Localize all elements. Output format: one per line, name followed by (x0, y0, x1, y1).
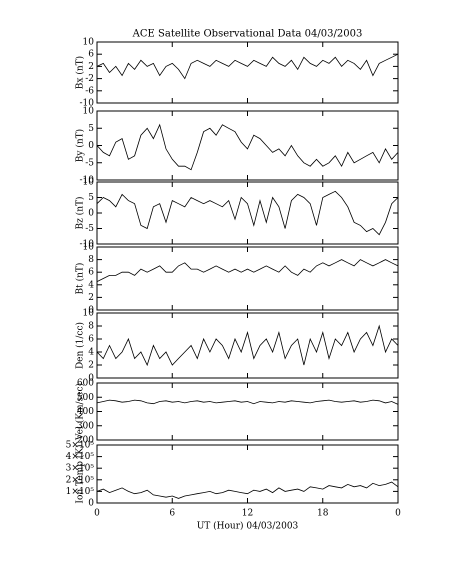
panel-frame (96, 312, 399, 379)
x-tick-label: 0 (395, 509, 401, 519)
y-tick-label: 4 (88, 348, 94, 358)
x-tick-label: 12 (242, 509, 253, 519)
y-tick-label: 0 (88, 209, 94, 219)
y-tick-label: 500 (77, 393, 94, 403)
y-tick-label: 4×10⁵ (66, 452, 95, 462)
data-line (96, 190, 399, 236)
chart-title: ACE Satellite Observational Data 04/03/2… (132, 29, 363, 40)
panel-frame (96, 444, 399, 504)
y-tick-label: 6 (88, 50, 94, 60)
y-tick-label: 2 (88, 62, 94, 72)
y-axis-label: By (nT) (75, 129, 86, 162)
x-axis-label: UT (Hour) 04/03/2003 (197, 521, 299, 532)
y-axis-label: Bz (nT) (75, 196, 86, 229)
y-tick-label: 200 (77, 436, 94, 446)
y-tick-label: -6 (85, 86, 94, 96)
x-tick-label: 0 (94, 509, 100, 519)
y-tick-label: 5×10⁵ (66, 441, 95, 451)
y-tick-label: 10 (83, 107, 95, 117)
y-tick-label: -10 (80, 240, 95, 250)
y-axis-label: Ion Temp (K) (75, 444, 86, 503)
x-tick-label: 18 (317, 509, 329, 519)
y-tick-label: 8 (88, 322, 94, 332)
y-tick-label: 300 (77, 421, 94, 431)
data-line (96, 53, 399, 80)
y-tick-label: -2 (85, 74, 94, 84)
y-tick-label: 2×10⁵ (66, 475, 95, 485)
y-tick-label: 0 (88, 141, 94, 151)
y-tick-label: 10 (83, 38, 95, 48)
y-tick-label: 0 (88, 499, 94, 509)
y-tick-label: 6 (88, 335, 94, 345)
y-tick-label: 8 (88, 255, 94, 265)
y-axis-label: Bx (nT) (75, 56, 86, 89)
data-line (96, 324, 399, 367)
panel-frame (96, 181, 399, 245)
y-tick-label: 3×10⁵ (66, 464, 95, 474)
y-tick-label: 400 (77, 407, 94, 417)
y-tick-label: -10 (80, 99, 95, 109)
data-line (96, 259, 399, 282)
panel-frame (96, 246, 399, 311)
y-axis-label: Den (1/cc) (75, 322, 86, 369)
y-tick-label: 5 (88, 193, 94, 203)
y-tick-label: 2 (88, 361, 94, 371)
y-tick-label: 600 (77, 379, 94, 389)
y-tick-label: 10 (83, 243, 95, 253)
y-tick-label: -10 (80, 176, 95, 186)
data-line (96, 399, 399, 405)
panel-frame (96, 382, 399, 441)
panel-frame (96, 41, 399, 104)
y-tick-label: 0 (88, 374, 94, 384)
data-line (96, 123, 399, 171)
panel-frame (96, 110, 399, 181)
x-tick-label: 6 (169, 509, 175, 519)
y-tick-label: -5 (85, 158, 94, 168)
y-tick-label: 5 (88, 124, 94, 134)
y-tick-label: 6 (88, 268, 94, 278)
y-tick-label: 0 (88, 306, 94, 316)
y-tick-label: 10 (83, 309, 95, 319)
y-tick-label: -5 (85, 224, 94, 234)
y-tick-label: 2 (88, 293, 94, 303)
y-axis-label: Bt (nT) (75, 263, 86, 295)
y-tick-label: 10 (83, 178, 95, 188)
y-axis-label: Vel (Km/sec) (75, 383, 86, 441)
y-tick-label: 1×10⁵ (66, 487, 95, 497)
data-line (96, 481, 399, 499)
y-tick-label: 4 (88, 280, 94, 290)
